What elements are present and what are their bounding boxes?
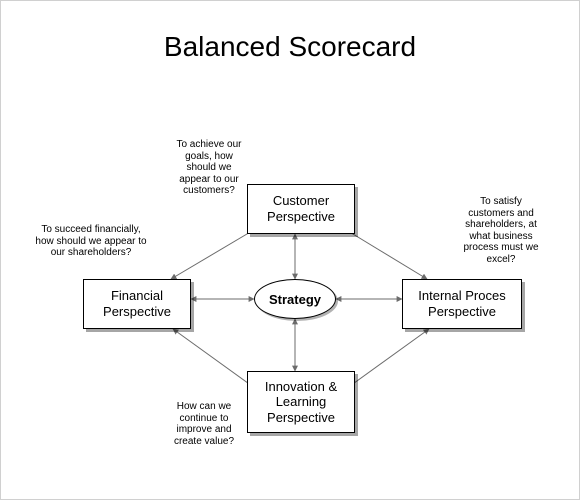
page-title: Balanced Scorecard (1, 31, 579, 63)
caption-customer: To achieve ourgoals, howshould weappear … (168, 139, 250, 197)
node-internal: Internal ProcesPerspective (402, 279, 522, 329)
node-financial: FinancialPerspective (83, 279, 191, 329)
caption-innovation: How can wecontinue toimprove andcreate v… (164, 401, 244, 447)
node-innovation: Innovation &LearningPerspective (247, 371, 355, 433)
center-node-strategy: Strategy (254, 279, 336, 319)
node-customer: CustomerPerspective (247, 184, 355, 234)
node-customer-label: CustomerPerspective (267, 193, 335, 224)
center-label: Strategy (269, 292, 321, 307)
node-financial-label: FinancialPerspective (103, 288, 171, 319)
node-innovation-label: Innovation &LearningPerspective (265, 379, 337, 426)
caption-internal: To satisfycustomers andshareholders, atw… (454, 196, 548, 265)
caption-financial: To succeed financially,how should we app… (21, 224, 161, 259)
node-internal-label: Internal ProcesPerspective (418, 288, 505, 319)
